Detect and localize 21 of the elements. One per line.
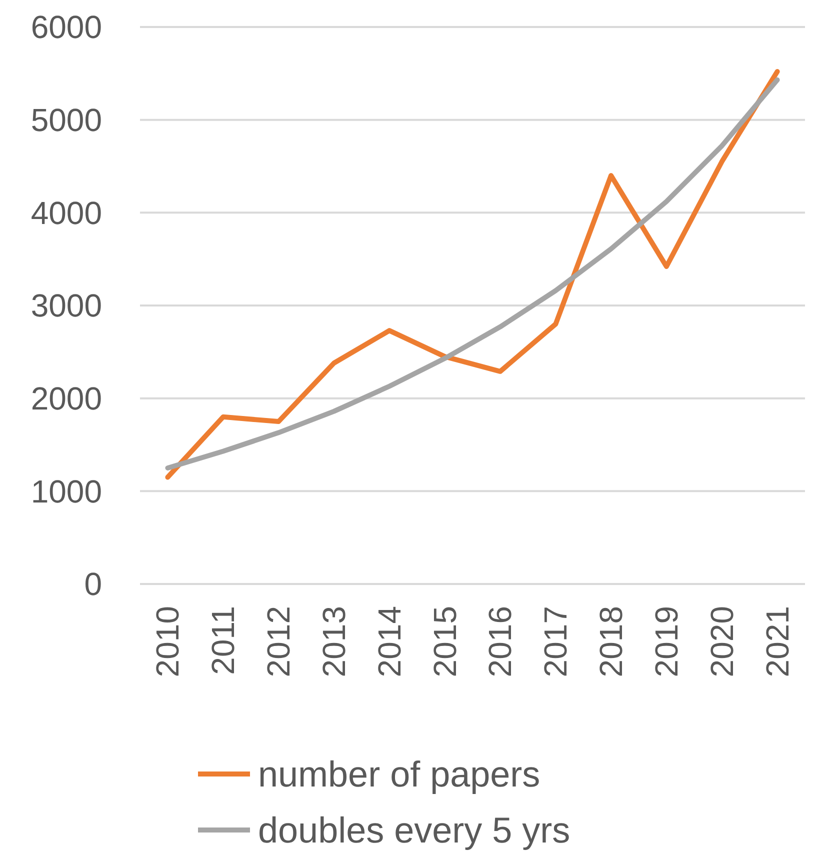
- x-tick-label: 2013: [316, 606, 352, 678]
- y-tick-label: 5000: [30, 102, 102, 138]
- x-tick-label: 2016: [482, 606, 518, 678]
- x-tick-label: 2018: [593, 606, 630, 678]
- x-tick-label: 2019: [648, 606, 684, 678]
- y-tick-label: 1000: [30, 473, 102, 510]
- x-tick-label: 2015: [426, 606, 463, 678]
- x-tick-label: 2014: [371, 606, 408, 678]
- y-tick-label: 4000: [30, 194, 102, 231]
- x-tick-label: 2012: [260, 606, 297, 678]
- y-tick-label: 2000: [30, 380, 102, 417]
- x-tick-label: 2017: [538, 606, 574, 678]
- y-tick-label: 3000: [30, 288, 102, 324]
- x-tick-label: 2021: [759, 606, 796, 678]
- x-tick-label: 2010: [150, 606, 186, 678]
- x-tick-label: 2011: [205, 606, 242, 675]
- x-tick-label: 2020: [704, 606, 740, 678]
- y-tick-label: 0: [84, 566, 102, 602]
- y-tick-label: 6000: [30, 9, 102, 46]
- legend-label: doubles every 5 yrs: [258, 810, 570, 851]
- legend-label: number of papers: [258, 754, 540, 795]
